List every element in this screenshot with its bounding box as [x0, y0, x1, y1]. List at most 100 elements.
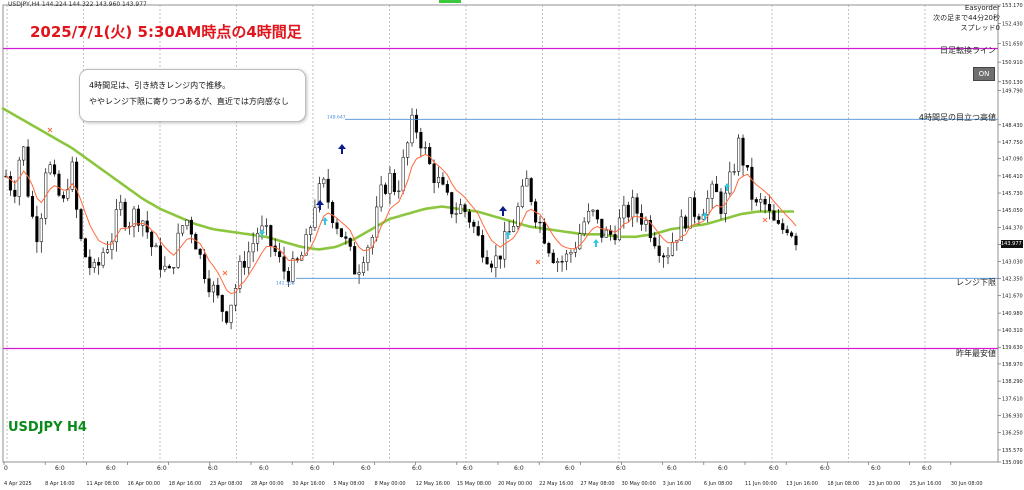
x-tick-label: 18 Jun 08:00	[827, 481, 859, 487]
candle	[732, 163, 736, 176]
y-tick-label: 145.730	[1002, 191, 1023, 197]
candle	[525, 170, 529, 187]
candle	[569, 249, 573, 263]
candle-body	[582, 221, 586, 234]
candle	[745, 165, 750, 171]
candle	[348, 237, 352, 252]
candle-body	[776, 220, 780, 224]
y-tick-label: 150.910	[1002, 60, 1023, 66]
candle-body	[767, 203, 772, 212]
y-tick-label: 136.930	[1002, 413, 1023, 419]
candle	[167, 264, 171, 269]
candle	[547, 241, 551, 257]
comment-callout: 4時間足は、引き続きレンジ内で推移。 ややレンジ下限に寄りつつあるが、直近では方…	[79, 69, 306, 122]
on-toggle-button[interactable]: ON	[973, 67, 995, 81]
easyorder-next-bar: 次の足まで44分20秒	[933, 14, 1000, 22]
candle	[264, 218, 268, 236]
candle-body	[697, 216, 701, 220]
slow-moving-average	[1, 106, 794, 251]
candle	[48, 161, 52, 175]
x-tick-label: 28 Apr 00:00	[251, 481, 284, 487]
candle-body	[666, 255, 670, 258]
candle-body	[551, 252, 555, 263]
candle	[450, 191, 454, 218]
candle-body	[472, 221, 476, 227]
candle	[308, 225, 313, 242]
candle	[75, 157, 79, 219]
candle-body	[61, 195, 65, 199]
x-tick-label: 3 Jun 16:00	[663, 481, 692, 487]
candle-body	[335, 222, 339, 229]
candle	[794, 232, 798, 251]
candle-body	[48, 164, 52, 174]
candle	[520, 179, 524, 209]
cross-marker-icon	[535, 259, 541, 265]
candle-body	[516, 206, 520, 227]
y-tick-label: 141.670	[1002, 294, 1023, 300]
candle	[366, 244, 370, 271]
y-tick-label: 138.290	[1002, 379, 1023, 385]
candle	[158, 237, 163, 278]
candle-body	[286, 271, 291, 282]
candle	[507, 221, 511, 233]
candle	[428, 142, 432, 165]
x-tick-label: 8 May 00:00	[375, 481, 406, 487]
time-mark-label: 6:0	[565, 465, 575, 472]
candle-body	[278, 251, 282, 258]
candle-body	[322, 178, 326, 184]
candle-body	[719, 191, 723, 214]
candle	[454, 202, 458, 224]
candle	[154, 242, 158, 248]
candle	[92, 258, 96, 273]
candle-body	[613, 234, 617, 241]
candle-body	[445, 184, 449, 193]
candle-body	[692, 197, 697, 217]
candle-body	[684, 216, 688, 229]
candle	[710, 180, 714, 209]
x-tick-label: 22 May 16:00	[539, 481, 573, 487]
candle	[635, 193, 639, 223]
x-tick-label: 6 Jun 08:00	[704, 481, 733, 487]
time-mark-label: 6:0	[667, 465, 677, 472]
candle-body	[273, 245, 277, 252]
up-arrow-icon	[259, 229, 265, 237]
candle	[419, 127, 423, 158]
candle	[648, 215, 652, 243]
candle-body	[308, 227, 313, 235]
candle-body	[547, 243, 551, 254]
candle-body	[441, 177, 445, 185]
plot-frame	[2, 4, 999, 463]
candle	[242, 251, 246, 275]
candle-body	[604, 229, 608, 238]
candle	[511, 219, 516, 233]
candle-body	[70, 161, 74, 190]
candle	[163, 256, 167, 273]
candle	[26, 139, 30, 199]
candle	[767, 194, 772, 220]
candle-body	[781, 223, 785, 230]
time-mark-label: 6:0	[514, 465, 524, 472]
candle-body	[251, 243, 255, 253]
candle-body	[379, 184, 383, 208]
x-tick-label: 4 Apr 2025	[4, 481, 32, 487]
candle	[180, 225, 185, 237]
y-tick-label: 147.750	[1002, 140, 1023, 146]
ref-label-last-year-low: 昨年最安値	[956, 349, 996, 358]
candle-body	[587, 210, 591, 223]
candle-body	[631, 197, 635, 218]
candle	[88, 249, 92, 276]
candle-body	[635, 197, 639, 214]
y-tick-label: 137.610	[1002, 396, 1023, 402]
candle	[256, 227, 260, 252]
x-tick-label: 11 Apr 08:00	[86, 481, 119, 487]
candle	[105, 241, 110, 255]
y-tick-label: 150.130	[1002, 80, 1023, 86]
candle	[445, 180, 449, 196]
candle	[591, 208, 595, 217]
candle-body	[525, 178, 529, 187]
easyorder-name: Easyorder	[964, 4, 1000, 12]
candle	[207, 270, 211, 298]
y-tick-label: 145.050	[1002, 208, 1023, 214]
candle	[313, 199, 317, 232]
